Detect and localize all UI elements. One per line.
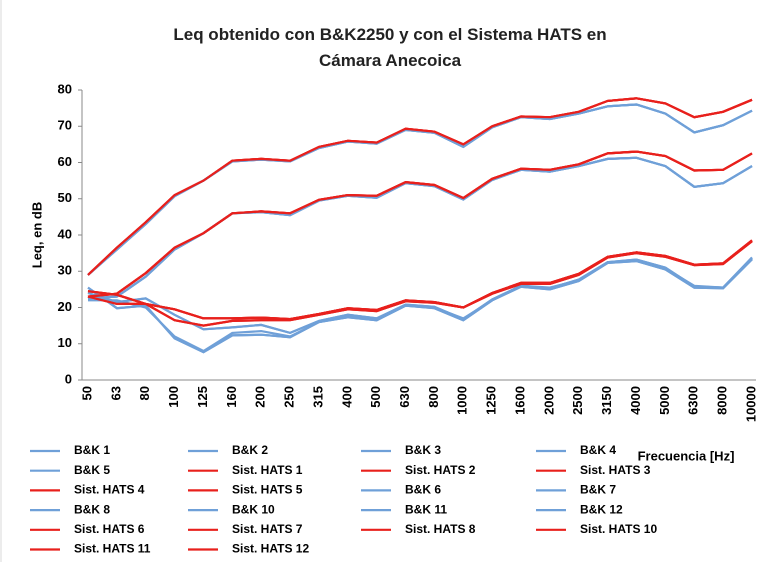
legend-label: B&K 3 xyxy=(405,443,441,457)
series-line xyxy=(87,256,753,335)
x-tick-label: 3150 xyxy=(599,386,614,415)
x-tick-label: 2500 xyxy=(570,386,585,415)
y-tick-label: 0 xyxy=(65,371,72,386)
series-line xyxy=(87,156,753,300)
legend-label: B&K 1 xyxy=(74,443,110,457)
series-line xyxy=(87,97,753,276)
x-tick-label: 63 xyxy=(108,386,123,400)
legend-label: Sist. HATS 12 xyxy=(232,542,309,556)
series-line xyxy=(87,239,753,321)
legend-label: B&K 12 xyxy=(580,502,623,516)
x-tick-label: 6300 xyxy=(686,386,701,415)
legend-label: B&K 11 xyxy=(405,502,447,516)
series-line xyxy=(87,97,753,276)
y-tick-label: 80 xyxy=(58,81,72,96)
legend-label: B&K 5 xyxy=(74,463,110,477)
legend-label: Sist. HATS 1 xyxy=(232,463,303,477)
y-tick-label: 40 xyxy=(58,226,72,241)
legend-label: B&K 4 xyxy=(580,443,616,457)
series-line xyxy=(87,156,753,300)
x-tick-label: 400 xyxy=(339,386,354,408)
legend-label: Sist. HATS 4 xyxy=(74,483,145,497)
x-tick-label: 10000 xyxy=(743,386,758,422)
x-tick-label: 2000 xyxy=(541,386,556,415)
y-tick-label: 70 xyxy=(58,118,72,133)
legend-label: Sist. HATS 5 xyxy=(232,483,303,497)
x-tick-label: 800 xyxy=(426,386,441,408)
legend-label: Sist. HATS 10 xyxy=(580,522,657,536)
x-tick-label: 1000 xyxy=(455,386,470,415)
x-tick-label: 5000 xyxy=(657,386,672,415)
x-tick-label: 8000 xyxy=(715,386,730,415)
series-line xyxy=(87,150,753,298)
y-tick-label: 50 xyxy=(58,190,72,205)
x-tick-label: 630 xyxy=(397,386,412,408)
legend-label: B&K 6 xyxy=(405,483,441,497)
x-tick-label: 200 xyxy=(253,386,268,408)
series-line xyxy=(87,156,753,300)
y-tick-label: 60 xyxy=(58,154,72,169)
series-line xyxy=(87,150,753,298)
x-tick-label: 250 xyxy=(282,386,297,408)
x-tick-label: 1250 xyxy=(484,386,499,415)
legend-label: Sist. HATS 11 xyxy=(74,542,151,556)
series-line xyxy=(87,97,753,276)
x-tick-label: 80 xyxy=(137,386,152,400)
series-line xyxy=(87,150,753,298)
x-tick-label: 160 xyxy=(224,386,239,408)
x-axis-title: Frecuencia [Hz] xyxy=(638,448,735,463)
legend-label: Sist. HATS 2 xyxy=(405,463,476,477)
legend-label: B&K 7 xyxy=(580,483,616,497)
y-tick-label: 20 xyxy=(58,299,72,314)
x-tick-label: 4000 xyxy=(628,386,643,415)
chart-title: Leq obtenido con B&K2250 y con el Sistem… xyxy=(173,25,607,70)
legend-label: Sist. HATS 6 xyxy=(74,522,145,536)
series-line xyxy=(87,258,753,354)
legend-label: Sist. HATS 7 xyxy=(232,522,303,536)
x-tick-label: 1600 xyxy=(512,386,527,415)
y-axis-title: Leq, en dB xyxy=(29,202,44,268)
x-tick-label: 125 xyxy=(195,386,210,408)
legend-label: Sist. HATS 3 xyxy=(580,463,651,477)
legend-label: Sist. HATS 8 xyxy=(405,522,476,536)
y-tick-label: 10 xyxy=(58,335,72,350)
x-tick-label: 315 xyxy=(310,386,325,408)
legend-label: B&K 8 xyxy=(74,502,110,516)
legend-label: B&K 2 xyxy=(232,443,268,457)
y-tick-label: 30 xyxy=(58,263,72,278)
x-tick-label: 50 xyxy=(79,386,94,400)
x-tick-label: 100 xyxy=(166,386,181,408)
legend-label: B&K 10 xyxy=(232,502,275,516)
x-tick-label: 500 xyxy=(368,386,383,408)
